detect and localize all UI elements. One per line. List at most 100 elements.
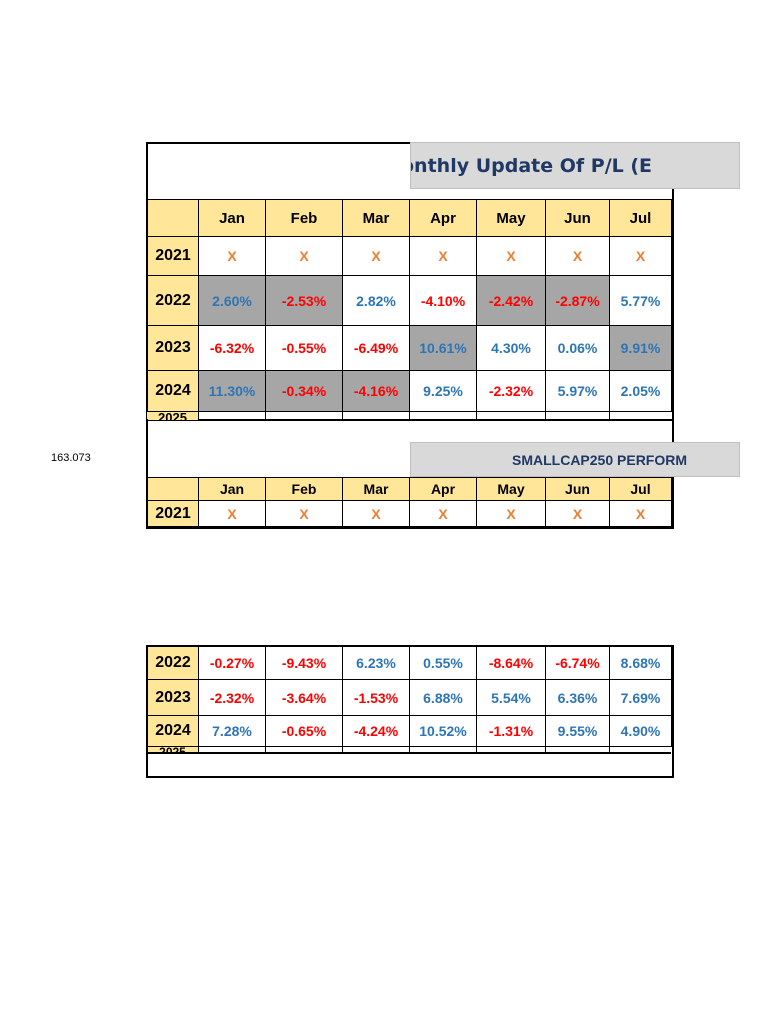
pl-header-row: Jan Feb Mar Apr May Jun Jul xyxy=(147,199,672,237)
header-may: May xyxy=(476,477,546,501)
smallcap-cut-row: 2025 xyxy=(147,746,671,753)
value-cell: -3.64% xyxy=(265,679,343,716)
pl-title: onthly Update Of P/L (E xyxy=(410,155,653,177)
value-cell: 7.69% xyxy=(609,679,672,716)
year-cell: 2021 xyxy=(147,500,199,527)
value-cell: -9.43% xyxy=(265,645,343,680)
header-jun: Jun xyxy=(545,477,610,501)
header-jun: Jun xyxy=(545,199,610,237)
value-cell: X xyxy=(198,500,266,527)
value-cell: 5.54% xyxy=(476,679,546,716)
value-cell: -0.65% xyxy=(265,715,343,747)
header-jul: Jul xyxy=(609,199,672,237)
value-cell: 2.05% xyxy=(609,370,672,412)
value-cell: X xyxy=(476,236,546,276)
value-cell: 2.82% xyxy=(342,275,410,326)
pl-cut-row: 2025 xyxy=(147,411,671,420)
value-cell: X xyxy=(609,500,672,527)
value-cell: 6.88% xyxy=(409,679,477,716)
value-cell: 9.25% xyxy=(409,370,477,412)
year-cell: 2024 xyxy=(147,370,199,412)
side-number: 163.073 xyxy=(51,452,91,464)
smallcap-table: Jan Feb Mar Apr May Jun Jul 2021 X X X X… xyxy=(147,477,672,527)
value-cell: 0.06% xyxy=(545,325,610,371)
value-cell: -2.32% xyxy=(198,679,266,716)
value-cell: -0.27% xyxy=(198,645,266,680)
header-mar: Mar xyxy=(342,477,410,501)
value-cell: 6.36% xyxy=(545,679,610,716)
value-cell: 10.61% xyxy=(409,325,477,371)
value-cell: X xyxy=(198,236,266,276)
value-cell: -0.55% xyxy=(265,325,343,371)
value-cell: X xyxy=(409,500,477,527)
value-cell: -2.87% xyxy=(545,275,610,326)
value-cell: -6.32% xyxy=(198,325,266,371)
table-row: 2021 X X X X X X X xyxy=(147,500,672,527)
value-cell: X xyxy=(409,236,477,276)
header-mar: Mar xyxy=(342,199,410,237)
value-cell: X xyxy=(545,236,610,276)
year-cell: 2022 xyxy=(147,275,199,326)
smallcap-title: SMALLCAP250 PERFORM xyxy=(512,452,688,468)
value-cell: 11.30% xyxy=(198,370,266,412)
value-cell: X xyxy=(342,236,410,276)
value-cell: -6.49% xyxy=(342,325,410,371)
value-cell: 6.23% xyxy=(342,645,410,680)
value-cell: 5.97% xyxy=(545,370,610,412)
header-jan: Jan xyxy=(198,199,266,237)
smallcap-title-banner: SMALLCAP250 PERFORM xyxy=(410,442,740,477)
value-cell: X xyxy=(476,500,546,527)
year-cell: 2023 xyxy=(147,679,199,716)
value-cell: 9.91% xyxy=(609,325,672,371)
smallcap-cut-row-label: 2025 xyxy=(159,746,186,753)
value-cell: -6.74% xyxy=(545,645,610,680)
year-cell: 2024 xyxy=(147,715,199,747)
value-cell: X xyxy=(265,500,343,527)
value-cell: X xyxy=(545,500,610,527)
value-cell: 4.30% xyxy=(476,325,546,371)
value-cell: X xyxy=(342,500,410,527)
value-cell: 5.77% xyxy=(609,275,672,326)
value-cell: -0.34% xyxy=(265,370,343,412)
table-row: 2024 11.30% -0.34% -4.16% 9.25% -2.32% 5… xyxy=(147,370,672,412)
value-cell: -4.16% xyxy=(342,370,410,412)
table-row: 2023 -6.32% -0.55% -6.49% 10.61% 4.30% 0… xyxy=(147,325,672,371)
smallcap-bottom-divider xyxy=(147,752,671,754)
header-apr: Apr xyxy=(409,199,477,237)
pl-table: Jan Feb Mar Apr May Jun Jul 2021 X X X X… xyxy=(147,199,672,412)
year-cell: 2023 xyxy=(147,325,199,371)
header-jul: Jul xyxy=(609,477,672,501)
pl-cut-row-label: 2025 xyxy=(158,411,187,420)
header-corner xyxy=(147,199,199,237)
table-row: 2022 -0.27% -9.43% 6.23% 0.55% -8.64% -6… xyxy=(147,645,672,680)
value-cell: X xyxy=(609,236,672,276)
value-cell: -2.32% xyxy=(476,370,546,412)
table-row: 2024 7.28% -0.65% -4.24% 10.52% -1.31% 9… xyxy=(147,715,672,747)
header-apr: Apr xyxy=(409,477,477,501)
table-row: 2023 -2.32% -3.64% -1.53% 6.88% 5.54% 6.… xyxy=(147,679,672,716)
value-cell: 9.55% xyxy=(545,715,610,747)
header-feb: Feb xyxy=(265,477,343,501)
smallcap-header-row: Jan Feb Mar Apr May Jun Jul xyxy=(147,477,672,501)
value-cell: -4.10% xyxy=(409,275,477,326)
value-cell: 7.28% xyxy=(198,715,266,747)
header-jan: Jan xyxy=(198,477,266,501)
table-row: 2021 X X X X X X X xyxy=(147,236,672,276)
value-cell: 4.90% xyxy=(609,715,672,747)
value-cell: -1.53% xyxy=(342,679,410,716)
header-may: May xyxy=(476,199,546,237)
table-row: 2022 2.60% -2.53% 2.82% -4.10% -2.42% -2… xyxy=(147,275,672,326)
pl-title-banner: onthly Update Of P/L (E xyxy=(410,142,740,189)
value-cell: -8.64% xyxy=(476,645,546,680)
smallcap-values-table: 2022 -0.27% -9.43% 6.23% 0.55% -8.64% -6… xyxy=(147,645,672,747)
year-cell: 2022 xyxy=(147,645,199,680)
value-cell: X xyxy=(265,236,343,276)
value-cell: -4.24% xyxy=(342,715,410,747)
header-corner xyxy=(147,477,199,501)
value-cell: -1.31% xyxy=(476,715,546,747)
value-cell: 10.52% xyxy=(409,715,477,747)
value-cell: 2.60% xyxy=(198,275,266,326)
header-feb: Feb xyxy=(265,199,343,237)
smallcap-bottom-frame xyxy=(146,645,674,778)
year-cell: 2021 xyxy=(147,236,199,276)
